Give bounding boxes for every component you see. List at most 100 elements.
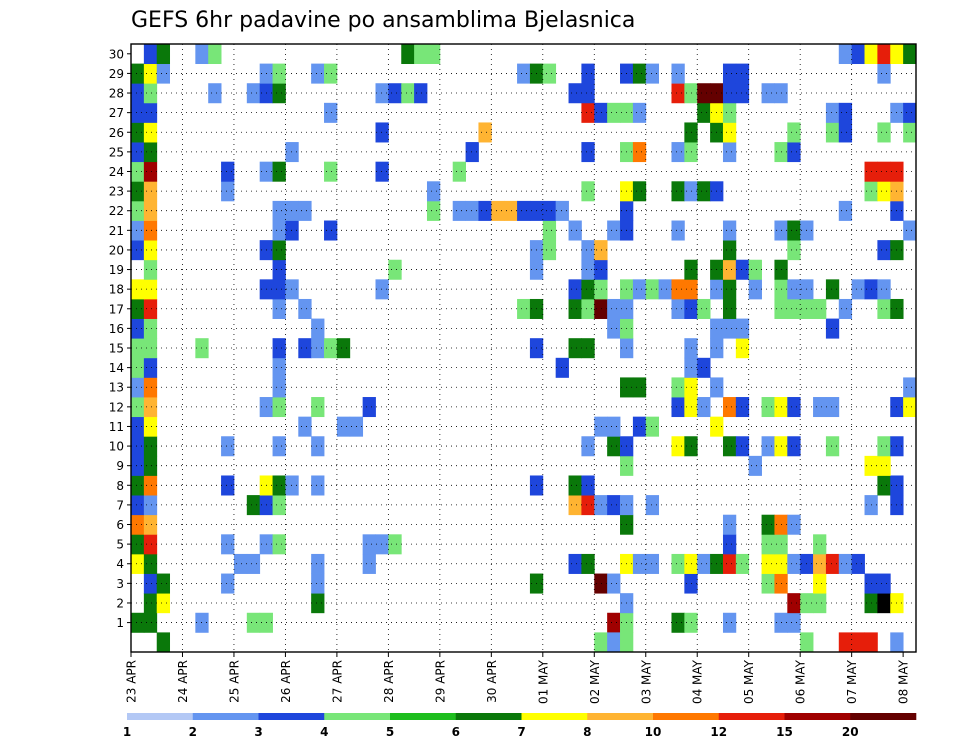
heatmap-cell	[645, 495, 660, 516]
colorbar-label: 7	[517, 725, 525, 739]
heatmap-cell	[131, 397, 145, 418]
heatmap-cell	[272, 397, 286, 418]
heatmap-cell	[426, 181, 441, 202]
heatmap-cell	[825, 279, 840, 300]
heatmap-cell	[787, 279, 801, 300]
heatmap-cell	[838, 200, 853, 221]
heatmap-cell	[388, 259, 402, 280]
heatmap-cell	[761, 553, 775, 574]
heatmap-cell	[607, 416, 621, 437]
heatmap-cell	[671, 220, 685, 241]
heatmap-cell	[542, 220, 557, 241]
chart-title: GEFS 6hr padavine po ansamblima Bjelasni…	[131, 8, 635, 33]
heatmap-cell	[375, 83, 389, 104]
heatmap-cell	[568, 553, 582, 574]
heatmap-cell	[813, 593, 827, 614]
heatmap-cell	[838, 553, 853, 574]
heatmap-cell	[131, 612, 145, 633]
heatmap-cell	[851, 553, 865, 574]
heatmap-cell	[877, 122, 891, 143]
heatmap-cell	[272, 495, 286, 516]
colorbar-label: 6	[452, 725, 460, 739]
heatmap-cell	[813, 534, 827, 555]
heatmap-cell	[632, 102, 647, 123]
colorbar-label: 3	[254, 725, 262, 739]
heatmap-cell	[697, 102, 711, 123]
y-tick-label: 14	[109, 361, 124, 375]
heatmap-cell	[581, 83, 595, 104]
heatmap-cell	[156, 593, 171, 614]
heatmap-cell	[131, 338, 145, 359]
x-tick-label: 23 APR	[125, 660, 139, 703]
heatmap-cell	[607, 495, 621, 516]
heatmap-cell	[697, 83, 711, 104]
heatmap-cell	[787, 612, 801, 633]
heatmap-cell	[787, 514, 801, 535]
heatmap-cell	[581, 279, 595, 300]
heatmap-cell	[761, 514, 775, 535]
heatmap-cell	[632, 416, 647, 437]
heatmap-cell	[143, 593, 158, 614]
heatmap-cell	[143, 122, 158, 143]
heatmap-cell	[426, 200, 441, 221]
heatmap-cell	[722, 220, 737, 241]
heatmap-cell	[143, 357, 158, 378]
heatmap-cell	[722, 612, 737, 633]
heatmap-cell	[285, 142, 299, 163]
colorbar-label: 8	[583, 725, 591, 739]
grid-lines	[131, 44, 916, 652]
heatmap-cell	[362, 534, 376, 555]
heatmap-cell	[143, 573, 158, 594]
heatmap-cell	[594, 259, 608, 280]
colorbar-segment	[324, 713, 391, 720]
heatmap-cell	[684, 397, 698, 418]
y-axis: 1234567891011121314151617181920212223242…	[109, 47, 131, 630]
heatmap-cell	[684, 122, 698, 143]
y-tick-label: 23	[109, 185, 124, 199]
heatmap-cell	[131, 142, 145, 163]
heatmap-cell	[594, 416, 608, 437]
heatmap-cell	[311, 593, 325, 614]
heatmap-cell	[877, 181, 891, 202]
heatmap-cell	[517, 298, 531, 319]
heatmap-cell	[143, 553, 158, 574]
x-tick-label: 07 MAY	[845, 659, 859, 704]
heatmap-cell	[311, 63, 325, 84]
y-tick-label: 8	[116, 479, 124, 493]
heatmap-cell	[761, 83, 775, 104]
heatmap-cell	[555, 357, 569, 378]
x-tick-label: 24 APR	[176, 660, 190, 703]
x-tick-label: 06 MAY	[794, 659, 808, 704]
heatmap-cell	[285, 200, 299, 221]
heatmap-cell	[375, 279, 389, 300]
heatmap-cell	[658, 279, 672, 300]
heatmap-cell	[594, 573, 608, 594]
y-tick-label: 27	[109, 106, 124, 120]
heatmap-cell	[877, 44, 891, 65]
y-tick-label: 6	[116, 518, 124, 532]
heatmap-cell	[684, 357, 698, 378]
heatmap-cell	[478, 200, 492, 221]
x-tick-label: 26 APR	[279, 660, 293, 703]
heatmap-cell	[143, 436, 158, 457]
heatmap-cell	[607, 318, 621, 339]
heatmap-cell	[594, 240, 608, 261]
heatmap-cell	[131, 318, 145, 339]
heatmap-cell	[877, 593, 891, 614]
heatmap-cell	[143, 455, 158, 476]
heatmap-cell	[620, 632, 634, 653]
heatmap-cell	[143, 240, 158, 261]
heatmap-cell	[143, 200, 158, 221]
heatmap-cell	[671, 436, 685, 457]
heatmap-cell	[813, 553, 827, 574]
heatmap-cell	[607, 612, 621, 633]
heatmap-cell	[671, 279, 685, 300]
heatmap-cell	[761, 534, 775, 555]
heatmap-cell	[851, 279, 865, 300]
colorbar-label: 15	[776, 725, 793, 739]
heatmap-cell	[143, 534, 158, 555]
heatmap-cell	[645, 416, 660, 437]
heatmap-cell	[890, 44, 904, 65]
heatmap-cell	[632, 553, 647, 574]
x-tick-label: 03 MAY	[639, 659, 653, 704]
